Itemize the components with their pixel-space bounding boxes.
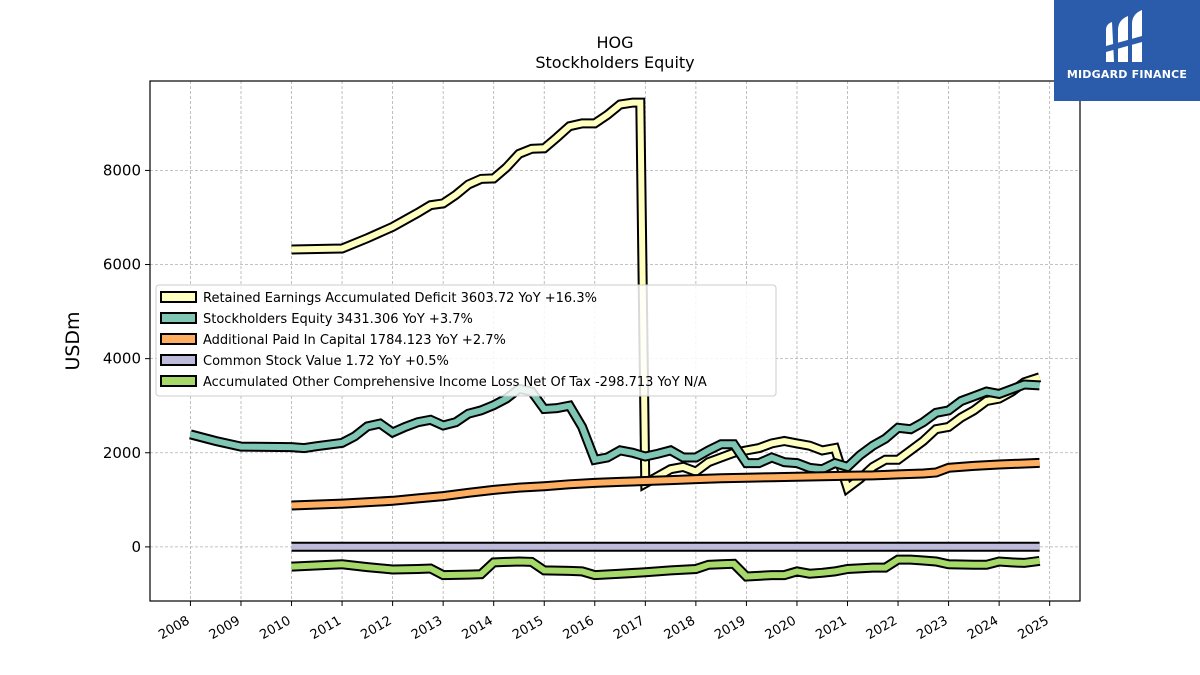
- x-tick-label: 2023: [914, 613, 950, 643]
- y-axis-label: USDm: [62, 311, 84, 370]
- chart-subtitle: Stockholders Equity: [535, 53, 694, 72]
- plot-area: [149, 80, 1081, 602]
- y-tick-label: 4000: [103, 350, 141, 368]
- brand-logo: MIDGARD FINANCE: [1054, 0, 1200, 101]
- x-tick-label: 2008: [156, 613, 192, 643]
- chart-title: HOG: [596, 33, 633, 52]
- x-tick-label: 2013: [409, 613, 445, 643]
- legend-entry: Common Stock Value 1.72 YoY +0.5%: [203, 354, 449, 369]
- x-tick-label: 2012: [358, 613, 394, 643]
- x-tick-label: 2024: [965, 613, 1001, 643]
- midgard-logo-icon: [1106, 10, 1142, 62]
- legend-swatch: [160, 333, 197, 345]
- x-tick-label: 2016: [561, 613, 597, 643]
- y-tick-label: 8000: [103, 161, 141, 179]
- legend-swatch: [160, 354, 197, 366]
- x-tick-label: 2015: [510, 613, 546, 643]
- series-retained-earnings-accumulated-deficit: [291, 97, 1042, 497]
- series-line: [291, 556, 1040, 580]
- x-tick-label: 2022: [864, 613, 900, 643]
- series-line: [291, 99, 1041, 494]
- legend-box: [155, 284, 777, 397]
- series-line: [291, 459, 1040, 509]
- legend-swatch: [160, 312, 197, 324]
- x-axis: 2008 2009 2010 2011 2012 2013 2014 2015 2016 2017…: [156, 601, 1052, 643]
- y-tick-label: 2000: [103, 444, 141, 462]
- x-tick-label: 2014: [460, 613, 496, 643]
- legend-entry: Accumulated Other Comprehensive Income L…: [203, 375, 707, 390]
- y-tick-label: 6000: [103, 256, 141, 274]
- legend-swatch: [160, 291, 197, 303]
- x-tick-label: 2018: [662, 613, 698, 643]
- x-tick-label: 2009: [207, 613, 243, 643]
- x-tick-label: 2021: [813, 613, 849, 643]
- brand-name: MIDGARD FINANCE: [1066, 68, 1188, 81]
- x-tick-label: 2025: [1016, 613, 1052, 643]
- x-tick-label: 2020: [763, 613, 799, 643]
- series-lines: [189, 97, 1042, 582]
- legend-entry: Stockholders Equity 3431.306 YoY +3.7%: [203, 312, 473, 327]
- legend: Retained Earnings Accumulated Deficit 36…: [155, 284, 777, 397]
- series-stockholders-equity: [189, 379, 1040, 475]
- y-axis: 0 2000 4000 6000 8000: [103, 161, 150, 556]
- x-tick-label: 2011: [308, 613, 344, 643]
- x-tick-label: 2017: [611, 613, 647, 643]
- x-tick-label: 2019: [712, 613, 748, 643]
- series-accumulated-other-comprehensive-income-loss-net-of-tax: [291, 554, 1041, 582]
- legend-entry: Additional Paid In Capital 1784.123 YoY …: [203, 333, 506, 348]
- series-line: [189, 381, 1040, 473]
- series-additional-paid-in-capital: [291, 457, 1040, 511]
- legend-swatch: [160, 375, 197, 387]
- x-tick-label: 2010: [257, 613, 293, 643]
- y-tick-label: 0: [131, 538, 141, 556]
- legend-entry: Retained Earnings Accumulated Deficit 36…: [203, 291, 597, 306]
